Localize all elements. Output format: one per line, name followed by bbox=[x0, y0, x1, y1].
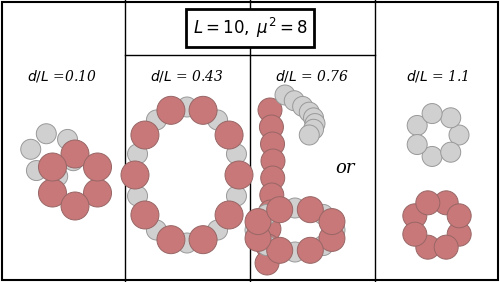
Text: $d/L$ = 0.43: $d/L$ = 0.43 bbox=[150, 68, 224, 84]
Circle shape bbox=[38, 153, 66, 181]
Circle shape bbox=[266, 197, 292, 223]
Circle shape bbox=[208, 110, 228, 130]
Circle shape bbox=[146, 220, 167, 240]
Circle shape bbox=[285, 198, 305, 218]
Circle shape bbox=[64, 151, 84, 171]
FancyBboxPatch shape bbox=[2, 2, 498, 280]
Circle shape bbox=[319, 209, 345, 235]
Circle shape bbox=[84, 153, 112, 181]
Circle shape bbox=[20, 139, 40, 159]
Circle shape bbox=[261, 149, 285, 173]
Circle shape bbox=[314, 235, 334, 255]
Circle shape bbox=[36, 124, 56, 144]
Circle shape bbox=[305, 114, 325, 134]
Circle shape bbox=[325, 220, 345, 240]
Text: $d/L$ =0.10: $d/L$ =0.10 bbox=[27, 68, 97, 84]
Circle shape bbox=[447, 204, 471, 228]
Circle shape bbox=[84, 179, 112, 207]
Circle shape bbox=[208, 220, 228, 240]
Circle shape bbox=[447, 222, 471, 246]
Circle shape bbox=[284, 91, 304, 111]
Circle shape bbox=[434, 235, 458, 259]
Circle shape bbox=[256, 204, 276, 224]
Circle shape bbox=[157, 226, 185, 254]
Circle shape bbox=[434, 191, 458, 215]
Text: or: or bbox=[335, 159, 355, 177]
Circle shape bbox=[48, 166, 68, 186]
Text: $d/L$ = 0.76: $d/L$ = 0.76 bbox=[275, 68, 349, 84]
Circle shape bbox=[403, 204, 427, 228]
Circle shape bbox=[177, 97, 197, 117]
Circle shape bbox=[245, 220, 265, 240]
Circle shape bbox=[260, 115, 283, 139]
Circle shape bbox=[255, 251, 279, 275]
Circle shape bbox=[292, 96, 312, 116]
Circle shape bbox=[416, 191, 440, 215]
Circle shape bbox=[304, 108, 324, 128]
Circle shape bbox=[157, 96, 185, 124]
Circle shape bbox=[61, 192, 89, 220]
Circle shape bbox=[215, 201, 243, 229]
Circle shape bbox=[258, 200, 282, 224]
Circle shape bbox=[422, 146, 442, 166]
Circle shape bbox=[189, 96, 217, 124]
Circle shape bbox=[61, 140, 89, 168]
Circle shape bbox=[128, 186, 148, 206]
Circle shape bbox=[266, 237, 292, 263]
Circle shape bbox=[300, 125, 320, 145]
Circle shape bbox=[440, 108, 460, 128]
Circle shape bbox=[226, 144, 246, 164]
Circle shape bbox=[407, 115, 427, 135]
Circle shape bbox=[260, 183, 284, 207]
Circle shape bbox=[314, 204, 334, 224]
Text: $L = 10,\; \mu^2 = 8$: $L = 10,\; \mu^2 = 8$ bbox=[192, 16, 308, 40]
Circle shape bbox=[260, 132, 284, 156]
Circle shape bbox=[275, 85, 295, 105]
Circle shape bbox=[189, 226, 217, 254]
Circle shape bbox=[257, 217, 281, 241]
Circle shape bbox=[440, 142, 460, 162]
Circle shape bbox=[225, 161, 253, 189]
Text: $d/L$ = 1.1: $d/L$ = 1.1 bbox=[406, 68, 468, 84]
Circle shape bbox=[26, 160, 46, 180]
Circle shape bbox=[245, 209, 271, 235]
Circle shape bbox=[226, 186, 246, 206]
Circle shape bbox=[256, 234, 280, 258]
Circle shape bbox=[422, 103, 442, 124]
Circle shape bbox=[298, 237, 324, 263]
Circle shape bbox=[256, 235, 276, 255]
Circle shape bbox=[416, 235, 440, 259]
Circle shape bbox=[449, 125, 469, 145]
Circle shape bbox=[304, 119, 324, 139]
Circle shape bbox=[215, 121, 243, 149]
Circle shape bbox=[258, 98, 282, 122]
Circle shape bbox=[38, 179, 66, 207]
Circle shape bbox=[403, 222, 427, 246]
Circle shape bbox=[131, 121, 159, 149]
Circle shape bbox=[131, 201, 159, 229]
Circle shape bbox=[300, 102, 320, 122]
Circle shape bbox=[128, 144, 148, 164]
Circle shape bbox=[285, 242, 305, 262]
Circle shape bbox=[58, 129, 78, 149]
Circle shape bbox=[146, 110, 167, 130]
Circle shape bbox=[260, 166, 284, 190]
Circle shape bbox=[177, 233, 197, 253]
Circle shape bbox=[319, 225, 345, 252]
Circle shape bbox=[121, 161, 149, 189]
Circle shape bbox=[245, 225, 271, 252]
Circle shape bbox=[407, 135, 427, 155]
Circle shape bbox=[298, 197, 324, 223]
